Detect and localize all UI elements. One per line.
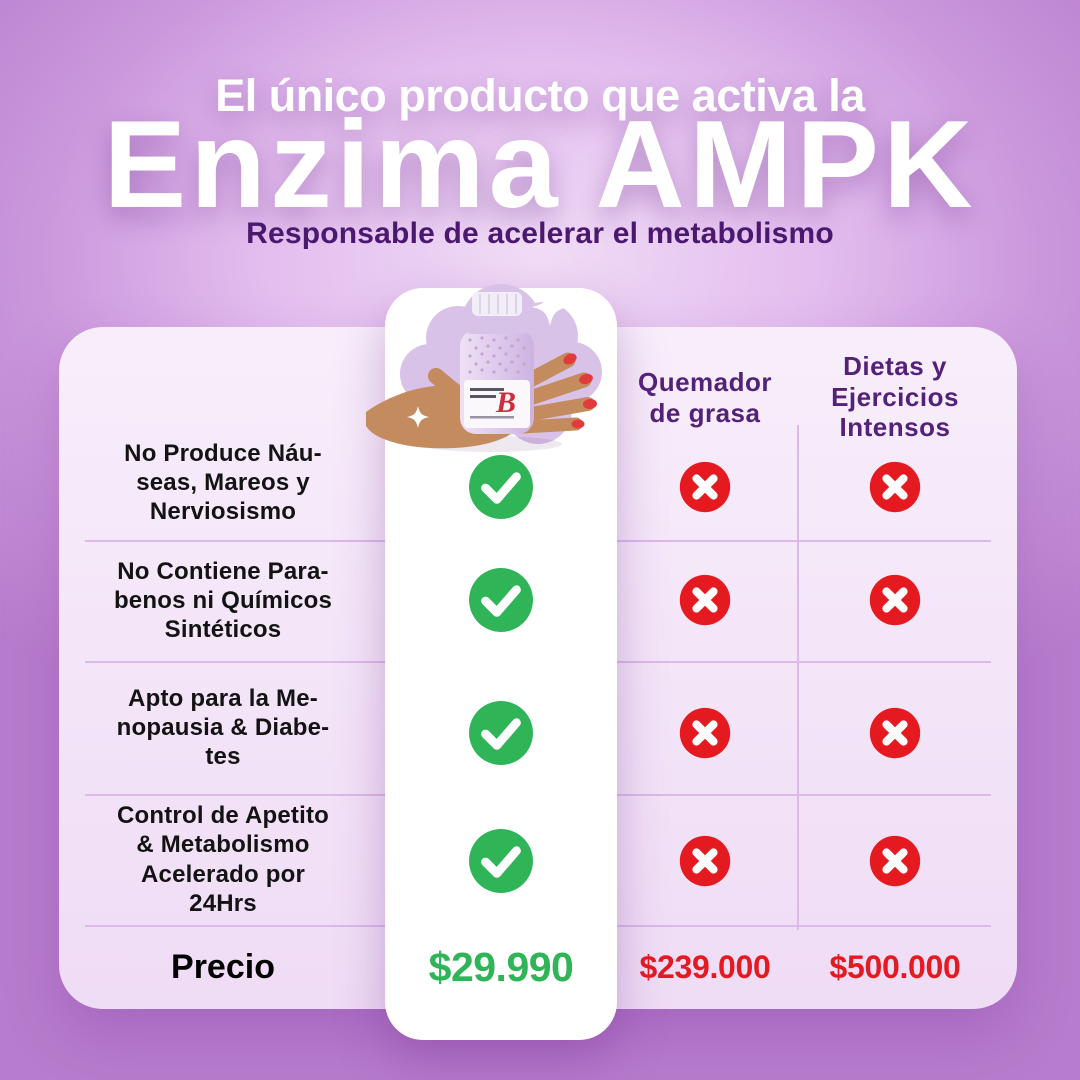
price-quemador: $239.000 — [639, 948, 771, 985]
cross-icon — [679, 574, 731, 626]
check-icon — [468, 700, 534, 766]
cross-icon — [869, 835, 921, 887]
row-label-menopausia: Apto para la Me- nopausia & Diabe- tes — [116, 684, 330, 771]
title-line-1: El único producto que activa la — [215, 70, 865, 121]
title-line-2: Enzima AMPK — [103, 96, 977, 234]
check-icon — [468, 454, 534, 520]
check-icon — [468, 567, 534, 633]
cross-icon — [679, 707, 731, 759]
svg-text:B: B — [495, 386, 516, 419]
sparkle-icon — [407, 406, 429, 428]
check-icon — [468, 828, 534, 894]
cross-icon — [869, 707, 921, 759]
product-photo: B — [366, 284, 602, 452]
cross-icon — [679, 461, 731, 513]
product-column-card: B $29.990 — [366, 284, 617, 1040]
sparkle-icon — [532, 288, 568, 326]
red-nails — [563, 353, 597, 429]
cross-icon — [869, 461, 921, 513]
price-dietas: $500.000 — [829, 948, 961, 985]
cross-icon — [679, 835, 731, 887]
row-label-apetito: Control de Apetito & Metabolismo Acelera… — [116, 801, 330, 917]
row-label-nauseas: No Produce Náu- seas, Mareos y Nerviosis… — [124, 439, 322, 526]
subtitle: Responsable de acelerar el metabolismo — [246, 217, 834, 250]
cross-icon — [869, 574, 921, 626]
price-product: $29.990 — [428, 943, 574, 990]
product-bottle: B — [460, 292, 534, 434]
column-header-quemador: Quemador de grasa — [637, 367, 773, 428]
column-header-dietas: Dietas y Ejercicios Intensos — [831, 351, 959, 443]
row-label-parabenos: No Contiene Para- benos ni Químicos Sint… — [113, 557, 333, 644]
vertical-divider — [797, 425, 799, 930]
price-row-label: Precio — [171, 947, 275, 986]
